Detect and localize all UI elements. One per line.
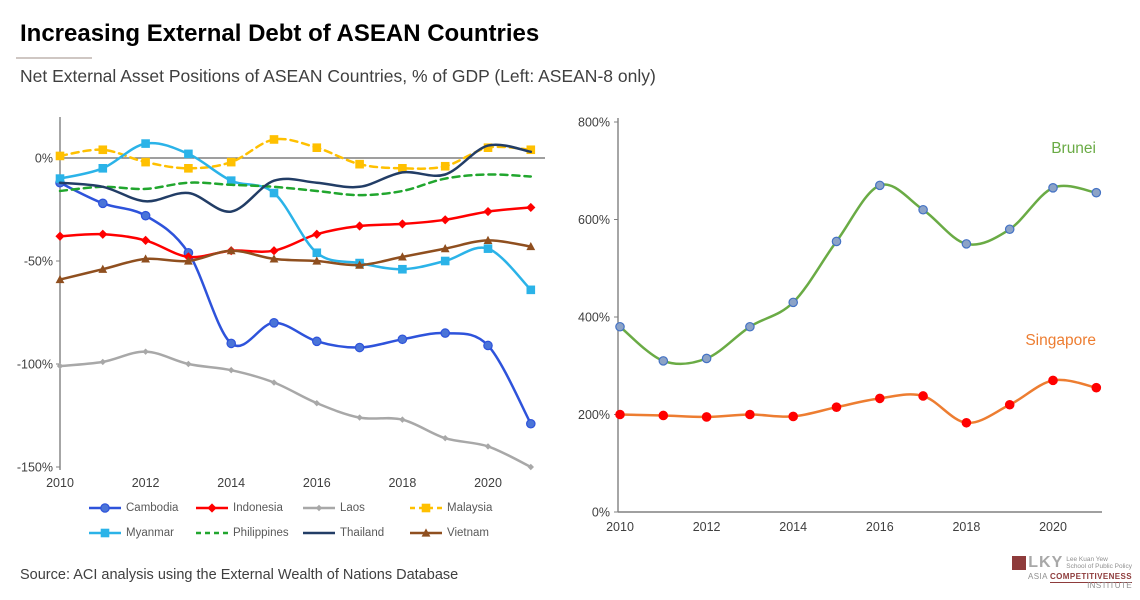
logo-institute-text: Asia Competitiveness Institute: [1027, 572, 1132, 590]
y-tick-label: 600%: [578, 213, 610, 227]
title-underline: [16, 57, 92, 59]
x-tick-label: 2016: [303, 476, 331, 490]
left-chart-legend: Cambodia Indonesia Laos Malaysia Myanmar Phil…: [88, 501, 518, 540]
x-tick-label: 2020: [1039, 520, 1067, 534]
page-subtitle: Net External Asset Positions of ASEAN Co…: [20, 66, 656, 86]
logo-school-line1: Lee Kuan Yew: [1066, 556, 1108, 563]
series-singapore: [615, 375, 1102, 428]
source-note: Source: ACI analysis using the External …: [20, 567, 459, 583]
legend-swatch-icon: [196, 531, 228, 535]
logo-lky-letters: LKY: [1028, 554, 1064, 571]
legend-swatch-icon: [410, 503, 442, 513]
series-label-brunei: Brunei: [1051, 140, 1096, 157]
y-tick-label: -150%: [17, 461, 53, 475]
y-tick-label: 400%: [578, 311, 610, 325]
logo-top-row: LKY Lee Kuan Yew School of Public Policy: [982, 554, 1132, 571]
legend-label: Vietnam: [447, 527, 489, 539]
legend-swatch-icon: [303, 531, 335, 535]
legend-label: Myanmar: [126, 527, 174, 539]
legend-swatch-icon: [89, 528, 121, 538]
x-tick-label: 2012: [693, 520, 721, 534]
x-tick-label: 2012: [132, 476, 160, 490]
y-tick-label: 0%: [35, 152, 53, 166]
legend-label: Thailand: [340, 527, 385, 539]
series-laos: [56, 348, 534, 471]
legend-swatch-icon: [410, 528, 442, 537]
x-tick-label: 2010: [606, 520, 634, 534]
legend-swatch-icon: [196, 503, 228, 513]
legend-item-vietnam: Vietnam: [409, 526, 516, 540]
x-tick-label: 2010: [46, 476, 74, 490]
legend-item-philippines: Philippines: [195, 526, 302, 540]
legend-item-laos: Laos: [302, 501, 409, 515]
y-tick-label: 200%: [578, 408, 610, 422]
x-tick-label: 2018: [388, 476, 416, 490]
x-tick-label: 2018: [952, 520, 980, 534]
brunei-singapore-panel: 0% 200% 400% 600% 800% 2010 2012 2014 2016 2018 20…: [578, 116, 1102, 534]
series-label-singapore: Singapore: [1025, 332, 1096, 349]
legend-item-cambodia: Cambodia: [88, 501, 195, 515]
x-tick-label: 2016: [866, 520, 894, 534]
legend-swatch-icon: [303, 504, 335, 512]
legend-item-malaysia: Malaysia: [409, 501, 516, 515]
legend-label: Philippines: [233, 527, 289, 539]
legend-label: Cambodia: [126, 502, 179, 514]
x-tick-label: 2020: [474, 476, 502, 490]
y-tick-label: 0%: [592, 506, 610, 520]
series-brunei: [615, 180, 1102, 366]
x-tick-label: 2014: [779, 520, 807, 534]
page-title: Increasing External Debt of ASEAN Countr…: [20, 20, 540, 47]
logo-school-line2: School of Public Policy: [1066, 563, 1132, 570]
series-malaysia: [55, 135, 536, 173]
lky-aci-logo: LKY Lee Kuan Yew School of Public Policy…: [982, 554, 1132, 590]
legend-swatch-icon: [89, 503, 121, 513]
legend-item-thailand: Thailand: [302, 526, 409, 540]
legend-label: Indonesia: [233, 502, 283, 514]
logo-square-icon: [1012, 556, 1027, 570]
y-tick-label: -50%: [24, 255, 53, 269]
y-tick-label: 800%: [578, 116, 610, 130]
x-tick-label: 2014: [217, 476, 245, 490]
series-thailand: [58, 143, 533, 213]
legend-item-indonesia: Indonesia: [195, 501, 302, 515]
asean8-panel: 0% -50% -100% -150%2010 2012 2014 2016 2018 2020: [17, 117, 545, 490]
legend-label: Laos: [340, 502, 365, 514]
series-vietnam: [55, 235, 536, 284]
series-philippines: [58, 173, 533, 197]
logo-school-text: Lee Kuan Yew School of Public Policy: [1066, 556, 1132, 570]
legend-item-myanmar: Myanmar: [88, 526, 195, 540]
legend-label: Malaysia: [447, 502, 493, 514]
y-tick-label: -100%: [17, 358, 53, 372]
